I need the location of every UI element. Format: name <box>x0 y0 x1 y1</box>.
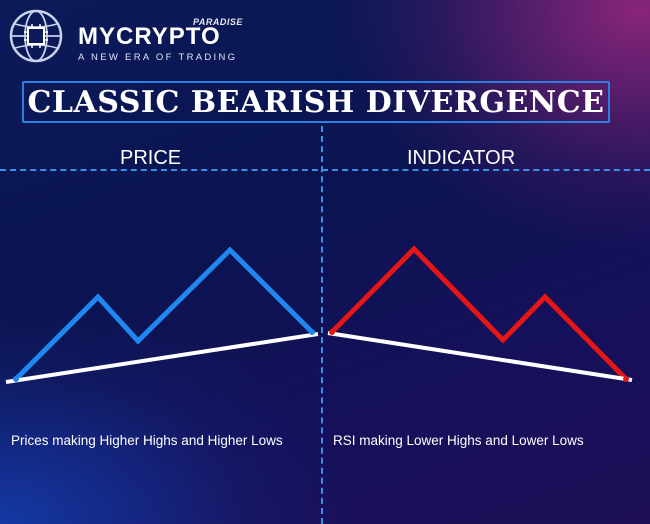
page-title: CLASSIC BEARISH DIVERGENCE <box>27 84 605 120</box>
price-panel <box>5 246 319 384</box>
price-trend-line <box>5 332 319 384</box>
brand-paradise: PARADISE <box>193 17 243 27</box>
indicator-end-dot <box>623 376 629 382</box>
brand-name: MYCRYPTO <box>78 25 221 49</box>
price-start-dot <box>13 376 19 382</box>
globe-chip-icon <box>9 9 63 63</box>
indicator-zigzag-line <box>330 245 628 381</box>
brand-tagline: A NEW ERA OF TRADING <box>78 52 238 63</box>
brand-name-part1: MY <box>78 23 116 50</box>
price-zigzag-line <box>14 246 314 381</box>
price-heading: PRICE <box>120 147 182 169</box>
indicator-panel <box>327 245 633 382</box>
indicator-heading: INDICATOR <box>407 147 516 169</box>
price-end-dot <box>309 329 315 335</box>
price-caption: Prices making Higher Highs and Higher Lo… <box>11 433 283 448</box>
indicator-caption: RSI making Lower Highs and Lower Lows <box>333 433 584 448</box>
indicator-trend-line <box>327 331 633 382</box>
title-banner: CLASSIC BEARISH DIVERGENCE <box>22 81 610 123</box>
indicator-start-dot <box>329 329 335 335</box>
vertical-divider <box>321 126 323 524</box>
horizontal-divider <box>0 169 650 171</box>
brand-name-part2: CRYPTO <box>116 23 221 50</box>
brand-logo: MYCRYPTO PARADISE A NEW ERA OF TRADING <box>8 8 242 64</box>
